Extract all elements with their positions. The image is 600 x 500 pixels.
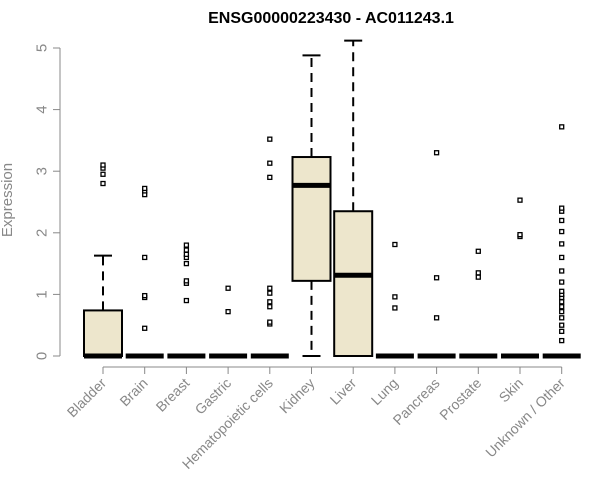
outlier-point [559, 308, 565, 315]
x-tick-label: Bladder [64, 375, 110, 421]
outlier-point [225, 308, 231, 315]
box-lung [375, 241, 414, 359]
box-bladder [83, 162, 123, 359]
box-body [333, 210, 374, 357]
x-tick-label: Lung [368, 375, 401, 408]
y-tick-label: 4 [34, 105, 51, 113]
x-tick-label: Brain [116, 375, 150, 409]
x-tick-label: Breast [153, 375, 193, 415]
outlier-point [100, 180, 106, 187]
outlier-point [142, 325, 148, 331]
box-prostate [459, 248, 498, 359]
outlier-point [475, 274, 481, 280]
outlier-point [142, 254, 148, 261]
outlier-point [475, 270, 481, 276]
outlier-point [392, 241, 398, 248]
outlier-point [267, 304, 273, 310]
outlier-point [559, 205, 565, 211]
box-unknown-other [542, 124, 581, 359]
outlier-point [183, 278, 190, 284]
outlier-point [267, 290, 273, 296]
box-pancreas [417, 150, 456, 359]
box-kidney [291, 54, 332, 357]
outlier-point [517, 197, 523, 203]
y-tick-label: 0 [34, 352, 51, 360]
box-series [83, 39, 581, 359]
outlier-point [392, 294, 398, 300]
box-liver [333, 39, 374, 357]
outlier-point [559, 217, 565, 224]
outlier-point [267, 160, 273, 166]
outlier-point [267, 319, 273, 325]
outlier-point [559, 322, 565, 328]
y-tick-label: 2 [34, 229, 51, 237]
outlier-point [183, 251, 190, 258]
outlier-point [183, 242, 190, 248]
chart-title: ENSG00000223430 - AC011243.1 [208, 10, 454, 27]
box-breast [167, 242, 206, 359]
outlier-point [559, 304, 565, 310]
outlier-point [433, 150, 440, 156]
outlier-point [559, 315, 565, 321]
outlier-point [475, 248, 481, 254]
outlier-point [559, 299, 565, 305]
x-tick-label: Kidney [276, 375, 318, 417]
outlier-point [517, 231, 523, 238]
x-tick-label: Liver [327, 375, 360, 408]
outlier-point [559, 328, 565, 335]
y-tick-label: 3 [34, 167, 51, 175]
box-skin [501, 197, 539, 359]
y-tick-label: 1 [34, 290, 51, 298]
outlier-point [100, 162, 106, 168]
outlier-point [183, 247, 190, 253]
box-gastric [209, 285, 248, 359]
y-tick-label: 5 [34, 44, 51, 52]
x-tick-label: Prostate [436, 375, 484, 423]
box-hematopoietic-cells [250, 136, 289, 359]
outlier-point [559, 288, 565, 294]
outlier-point [183, 297, 190, 304]
outlier-point [267, 285, 273, 291]
outlier-point [267, 174, 273, 181]
outlier-point [559, 337, 565, 344]
outlier-point [142, 185, 148, 192]
outlier-point [183, 260, 190, 267]
outlier-point [559, 268, 565, 274]
outlier-point [559, 254, 565, 261]
box-brain [125, 185, 164, 359]
outlier-point [559, 241, 565, 247]
box-body [291, 156, 332, 282]
outlier-point [225, 285, 231, 291]
axes: 0 1 2 3 4 5 [34, 44, 563, 374]
x-tick-label: Unknown / Other [482, 375, 568, 461]
outlier-point [267, 136, 273, 142]
outlier-point [559, 124, 565, 130]
outlier-point [433, 315, 440, 321]
outlier-point [559, 279, 565, 285]
outlier-point [559, 228, 565, 235]
y-axis-label: Expression [0, 163, 16, 237]
outlier-point [433, 275, 440, 281]
box-body [83, 309, 123, 357]
outlier-point [392, 305, 398, 311]
x-tick-label: Skin [496, 375, 527, 406]
outlier-point [267, 299, 273, 305]
outlier-point [100, 171, 106, 177]
outlier-point [142, 292, 148, 299]
